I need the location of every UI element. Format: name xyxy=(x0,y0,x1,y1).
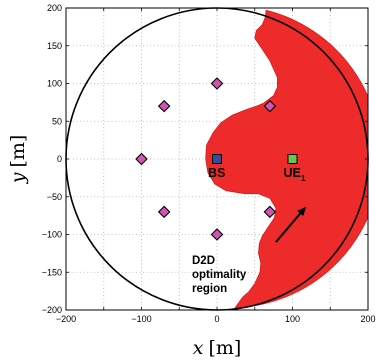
interferer-diamond xyxy=(157,205,171,219)
y-tick-label: −50 xyxy=(47,192,62,202)
ue-label-sub: 1 xyxy=(301,173,306,183)
ue-label-main: UE xyxy=(284,166,301,180)
y-tick-label: −200 xyxy=(42,305,62,315)
annotation-arrowhead xyxy=(297,206,307,217)
x-axis-label: x [m] xyxy=(193,337,242,359)
bs-marker xyxy=(212,154,222,164)
x-axis-unit: [m] xyxy=(208,337,241,359)
x-tick-label: −200 xyxy=(56,314,76,324)
y-axis-label: y [m] xyxy=(7,135,29,185)
tick-labels: −200 −100 0 100 200 200 150 100 50 0 −50 −100 −150 −2… xyxy=(42,3,376,324)
axis-ticks xyxy=(65,7,369,311)
y-tick-label: 50 xyxy=(52,116,62,126)
x-tick-label: 0 xyxy=(214,314,219,324)
ue-marker xyxy=(287,154,298,164)
x-tick-label: 200 xyxy=(360,314,375,324)
y-tick-label: 0 xyxy=(57,154,62,164)
y-tick-label: 200 xyxy=(47,3,62,13)
bs-label: BS xyxy=(208,166,225,180)
interferer-diamond xyxy=(135,152,148,166)
interferer-markers xyxy=(135,77,277,241)
annotation-line-1: D2D xyxy=(192,255,215,267)
annotation-line-3: region xyxy=(192,283,227,295)
y-tick-label: 100 xyxy=(47,79,62,89)
y-tick-label: 150 xyxy=(47,41,62,51)
y-tick-label: −100 xyxy=(42,230,62,240)
interferer-diamond xyxy=(210,77,224,90)
interferer-diamond xyxy=(263,205,277,219)
x-tick-label: −100 xyxy=(131,314,151,324)
x-tick-label: 100 xyxy=(285,314,300,324)
annotation-text: D2D optimality region xyxy=(192,255,247,295)
annotation-arrow xyxy=(275,212,302,243)
ue-label: UE1 xyxy=(284,166,306,183)
x-axis-var: x xyxy=(193,337,204,359)
d2d-optimality-region xyxy=(205,9,368,309)
y-axis-var: y xyxy=(7,172,29,184)
interferer-diamond xyxy=(210,228,224,241)
interferer-diamond xyxy=(157,99,171,113)
annotation-line-2: optimality xyxy=(192,269,247,281)
y-tick-label: −150 xyxy=(42,267,62,277)
interferer-diamond xyxy=(263,99,277,113)
y-axis-unit: [m] xyxy=(7,135,29,168)
